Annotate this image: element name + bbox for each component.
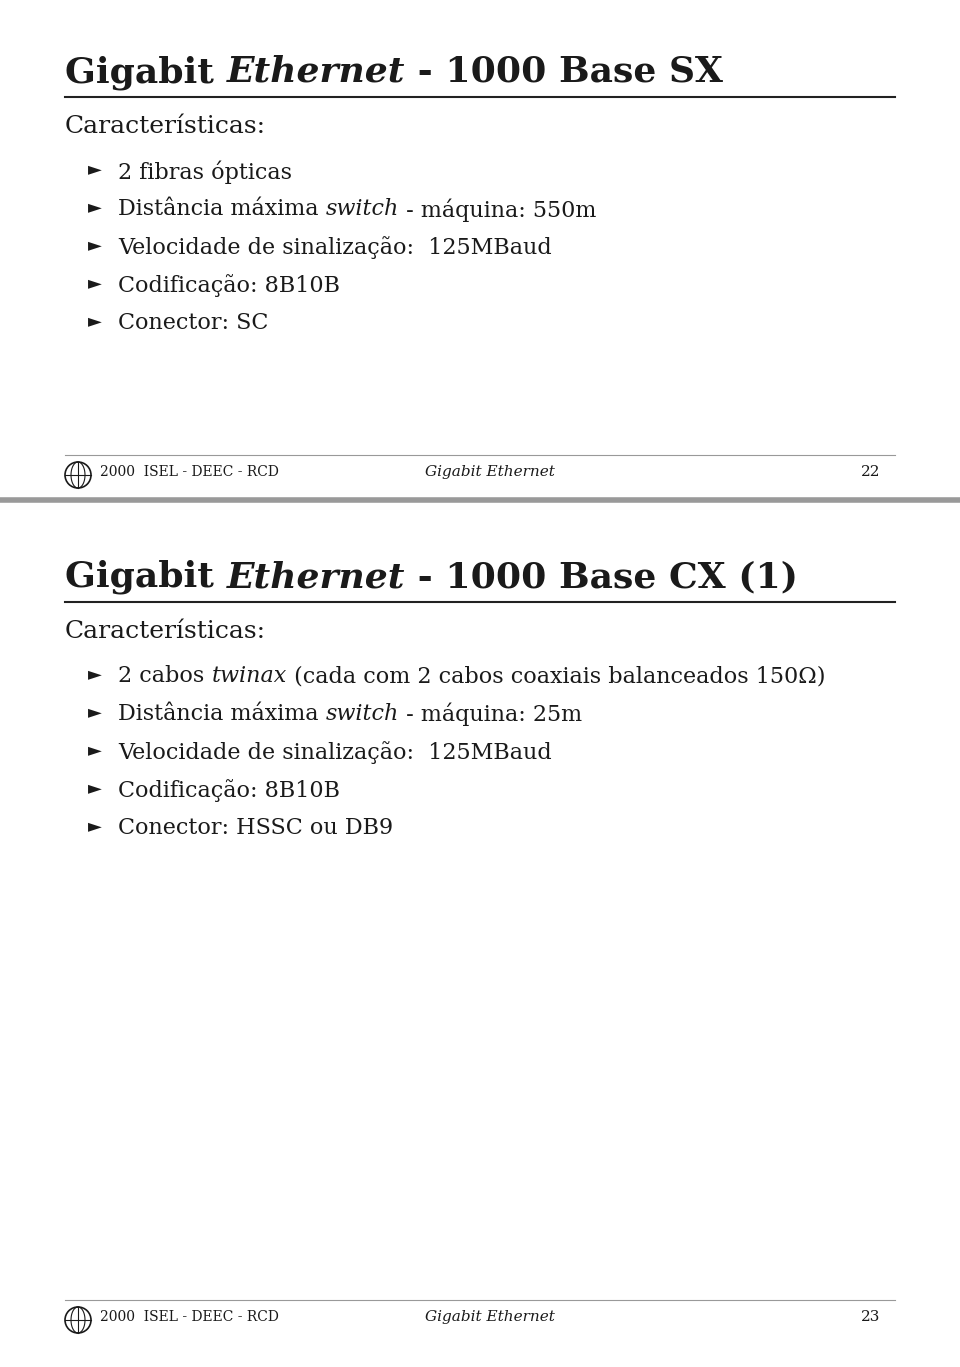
Text: Distância máxima: Distância máxima (118, 703, 325, 725)
Text: Conector: HSSC ou DB9: Conector: HSSC ou DB9 (118, 817, 394, 839)
Text: switch: switch (325, 198, 399, 220)
Text: 23: 23 (860, 1310, 880, 1325)
Text: Gigabit Ethernet: Gigabit Ethernet (425, 1310, 555, 1325)
Text: ►: ► (88, 236, 102, 254)
Text: Codificação: 8B10B: Codificação: 8B10B (118, 273, 340, 297)
Text: ►: ► (88, 741, 102, 759)
Text: - 1000 Base CX (1): - 1000 Base CX (1) (405, 560, 798, 595)
Text: Características:: Características: (65, 115, 266, 138)
Text: Ethernet: Ethernet (227, 560, 405, 595)
Text: ►: ► (88, 779, 102, 797)
Text: Gigabit Ethernet: Gigabit Ethernet (425, 465, 555, 478)
Text: ►: ► (88, 664, 102, 684)
Text: Gigabit: Gigabit (65, 55, 227, 89)
Text: (cada com 2 cabos coaxiais balanceados 150Ω): (cada com 2 cabos coaxiais balanceados 1… (287, 664, 826, 688)
Text: - máquina: 25m: - máquina: 25m (399, 703, 582, 726)
Text: Gigabit: Gigabit (65, 560, 227, 595)
Text: Ethernet: Ethernet (227, 55, 405, 89)
Text: switch: switch (325, 703, 399, 725)
Text: ►: ► (88, 273, 102, 293)
Text: Conector: SC: Conector: SC (118, 312, 269, 334)
Text: 22: 22 (860, 465, 880, 478)
Text: ►: ► (88, 160, 102, 178)
Text: 2000  ISEL - DEEC - RCD: 2000 ISEL - DEEC - RCD (100, 465, 278, 478)
Text: ►: ► (88, 703, 102, 720)
Text: - 1000 Base SX: - 1000 Base SX (405, 55, 723, 89)
Text: 2 cabos: 2 cabos (118, 664, 211, 688)
Text: ►: ► (88, 312, 102, 329)
Text: - máquina: 550m: - máquina: 550m (399, 198, 596, 221)
Text: 2000  ISEL - DEEC - RCD: 2000 ISEL - DEEC - RCD (100, 1310, 278, 1325)
Text: Velocidade de sinalização:  125MBaud: Velocidade de sinalização: 125MBaud (118, 741, 552, 764)
Text: Características:: Características: (65, 621, 266, 642)
Text: twinax: twinax (211, 664, 287, 688)
Text: ►: ► (88, 198, 102, 216)
Text: Codificação: 8B10B: Codificação: 8B10B (118, 779, 340, 802)
Text: 2 fibras ópticas: 2 fibras ópticas (118, 160, 292, 183)
Text: Distância máxima: Distância máxima (118, 198, 325, 220)
Text: ►: ► (88, 817, 102, 835)
Text: Velocidade de sinalização:  125MBaud: Velocidade de sinalização: 125MBaud (118, 236, 552, 258)
